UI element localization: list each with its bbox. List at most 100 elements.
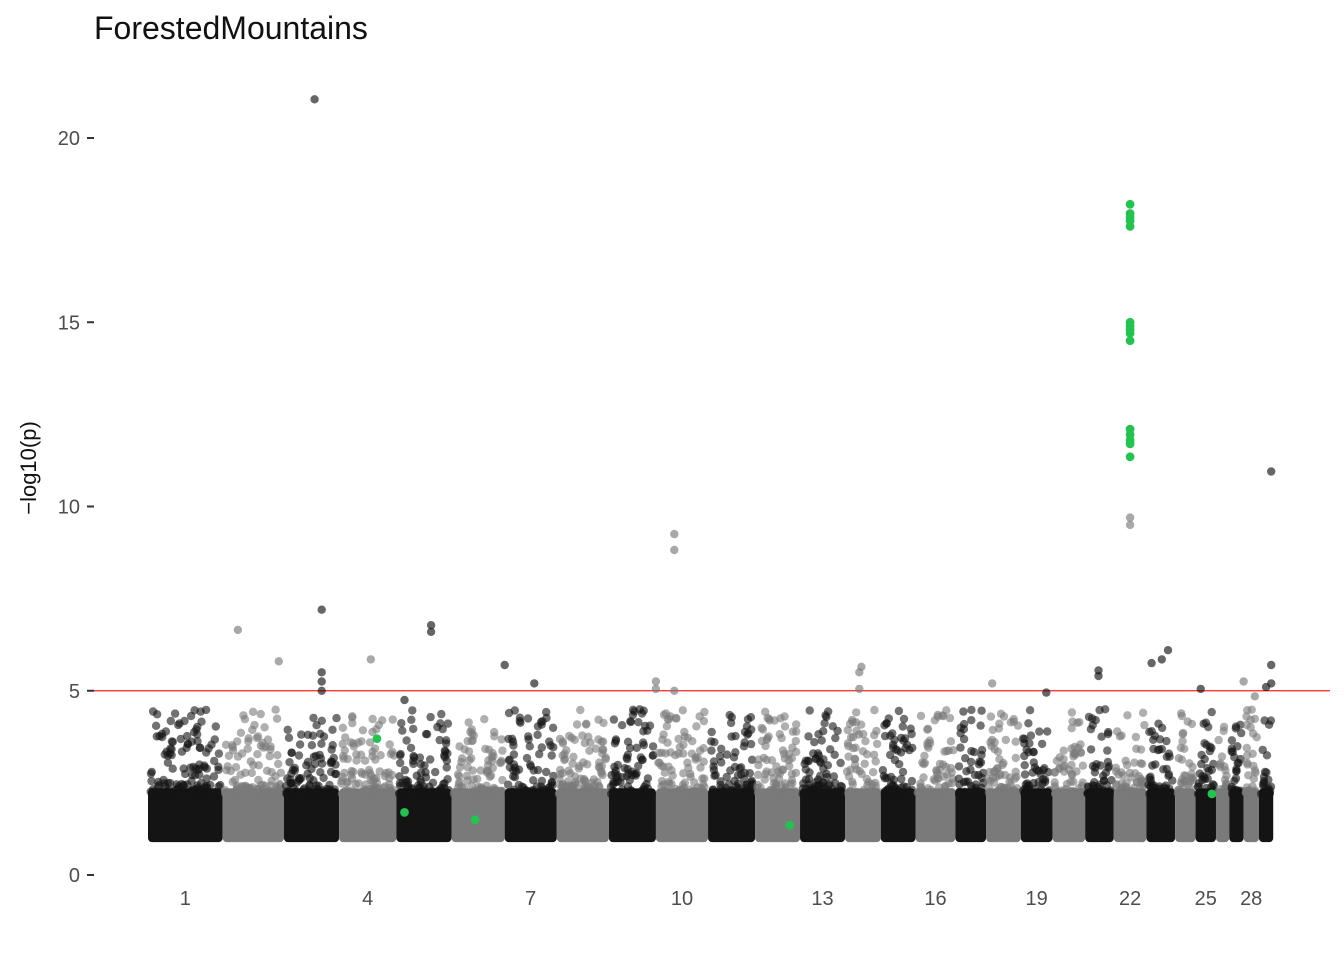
snp-point [368,727,377,737]
snp-point [645,721,655,730]
snp-point [947,778,957,788]
snp-point [844,772,854,781]
notable-snp-point [1196,684,1205,694]
snp-point [483,761,493,770]
notable-snp-point [274,657,283,666]
snp-point [303,769,312,778]
snp-point [1012,772,1021,781]
x-tick-label: 16 [924,888,946,910]
snp-point [946,763,956,773]
snp-point [576,705,585,715]
snp-point [729,753,739,762]
snp-point [943,770,952,779]
notable-snp-point [530,679,539,688]
snp-point [923,741,932,750]
snp-point [1207,707,1216,717]
snp-point [871,778,880,788]
snp-point [404,789,413,798]
y-axis-title: −log10(p) [16,421,41,515]
snp-point [563,777,573,786]
snp-point [908,743,917,753]
snp-point [1219,726,1228,736]
snp-point [196,707,205,716]
snp-point [638,738,648,747]
snp-point [575,788,584,798]
snp-point [193,722,202,732]
snp-point [1178,737,1187,746]
snp-point [214,789,224,799]
x-tick-label: 19 [1025,888,1047,910]
snp-point [810,738,819,747]
snp-point [740,738,749,747]
snp-point [709,789,718,798]
snp-point [850,760,860,770]
snp-point [504,780,513,789]
snp-point [792,720,801,729]
snp-point [836,758,845,768]
snp-point [778,765,788,774]
density-block [451,788,505,843]
notable-snp-point [426,621,436,630]
snp-point [805,768,814,777]
snp-point [1222,771,1231,780]
snp-point [804,757,813,766]
snp-point [1180,744,1189,753]
snp-point [967,781,976,791]
density-block [556,788,609,843]
density-block [800,788,846,843]
snp-point [271,705,280,714]
density-block [880,788,916,843]
snp-point [545,737,554,746]
snp-point [1217,752,1227,761]
snp-point [990,744,999,754]
snp-point [1106,789,1115,799]
snp-point [1086,745,1096,754]
chromosome-points-23 [1144,719,1177,843]
snp-point [1050,778,1059,787]
snp-point [1235,789,1244,799]
snp-point [843,725,852,735]
snp-point [611,736,621,746]
snp-point [848,780,857,789]
snp-point [829,772,839,781]
snp-point [180,716,189,726]
snp-point [722,750,732,759]
snp-point [726,766,735,775]
snp-point [663,738,672,747]
density-block [655,788,709,843]
snp-point [1264,775,1273,784]
snp-point [179,764,188,773]
snp-point [459,783,468,792]
snp-point [287,748,296,757]
notable-snp-point [1125,520,1135,530]
snp-point [747,755,757,764]
snp-point [717,758,726,767]
snp-point [254,784,263,793]
snp-point [920,758,930,768]
snp-point [485,772,495,781]
snp-point [805,706,814,715]
snp-point [527,786,537,796]
snp-point [684,763,693,773]
x-tick-label: 25 [1195,888,1217,910]
snp-point [1178,775,1187,784]
snp-point [763,734,772,743]
snp-point [907,776,917,786]
y-tick-label: 0 [69,865,80,887]
snp-point [285,758,294,767]
snp-point [1043,727,1052,736]
notable-snp-point [1163,646,1173,655]
snp-point [860,759,869,768]
snp-point [516,718,525,727]
chromosome-points-2 [220,705,286,843]
snp-point [1011,753,1020,763]
snp-point [731,731,740,741]
snp-point [348,712,357,721]
snp-point [572,720,582,729]
snp-point [373,789,382,799]
snp-point [366,775,375,785]
snp-point [933,770,942,779]
snp-point [916,711,926,721]
snp-point [1188,762,1197,772]
snp-point [236,728,246,737]
